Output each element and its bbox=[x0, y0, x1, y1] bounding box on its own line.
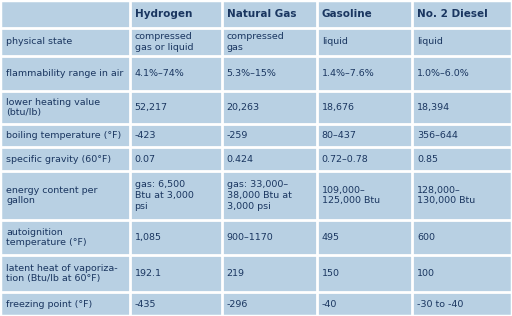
Bar bbox=[412, 171, 512, 220]
Text: 109,000–
125,000 Btu: 109,000– 125,000 Btu bbox=[322, 186, 380, 205]
Text: compressed
gas: compressed gas bbox=[227, 32, 285, 52]
Bar bbox=[317, 171, 412, 220]
Bar bbox=[0, 220, 130, 255]
Bar bbox=[130, 171, 222, 220]
Bar bbox=[0, 0, 130, 28]
Text: 0.72–0.78: 0.72–0.78 bbox=[322, 155, 369, 164]
Text: 219: 219 bbox=[227, 269, 245, 278]
Bar bbox=[317, 220, 412, 255]
Bar bbox=[130, 124, 222, 147]
Bar bbox=[0, 56, 130, 91]
Text: 18,676: 18,676 bbox=[322, 103, 355, 112]
Bar bbox=[412, 0, 512, 28]
Text: 100: 100 bbox=[417, 269, 435, 278]
Text: Gasoline: Gasoline bbox=[322, 9, 373, 19]
Text: 150: 150 bbox=[322, 269, 340, 278]
Text: physical state: physical state bbox=[7, 37, 73, 46]
Bar bbox=[0, 28, 130, 56]
Bar bbox=[222, 255, 317, 292]
Text: No. 2 Diesel: No. 2 Diesel bbox=[417, 9, 488, 19]
Text: compressed
gas or liquid: compressed gas or liquid bbox=[135, 32, 193, 52]
Bar bbox=[222, 28, 317, 56]
Bar bbox=[317, 147, 412, 171]
Bar bbox=[412, 255, 512, 292]
Bar bbox=[130, 220, 222, 255]
Text: Natural Gas: Natural Gas bbox=[227, 9, 296, 19]
Bar bbox=[0, 124, 130, 147]
Bar bbox=[130, 56, 222, 91]
Bar bbox=[412, 220, 512, 255]
Text: specific gravity (60°F): specific gravity (60°F) bbox=[7, 155, 112, 164]
Bar bbox=[130, 91, 222, 124]
Bar bbox=[222, 124, 317, 147]
Text: 128,000–
130,000 Btu: 128,000– 130,000 Btu bbox=[417, 186, 475, 205]
Bar bbox=[0, 147, 130, 171]
Text: lower heating value
(btu/lb): lower heating value (btu/lb) bbox=[7, 98, 101, 117]
Bar bbox=[412, 147, 512, 171]
Text: 18,394: 18,394 bbox=[417, 103, 450, 112]
Text: 495: 495 bbox=[322, 233, 340, 242]
Text: -40: -40 bbox=[322, 300, 337, 309]
Bar bbox=[412, 28, 512, 56]
Text: 20,263: 20,263 bbox=[227, 103, 260, 112]
Bar bbox=[130, 292, 222, 316]
Bar bbox=[222, 171, 317, 220]
Bar bbox=[317, 292, 412, 316]
Bar bbox=[130, 255, 222, 292]
Text: 900–1170: 900–1170 bbox=[227, 233, 273, 242]
Text: latent heat of vaporiza-
tion (Btu/lb at 60°F): latent heat of vaporiza- tion (Btu/lb at… bbox=[7, 264, 118, 283]
Bar bbox=[412, 91, 512, 124]
Text: freezing point (°F): freezing point (°F) bbox=[7, 300, 93, 309]
Text: 1,085: 1,085 bbox=[135, 233, 162, 242]
Text: flammability range in air: flammability range in air bbox=[7, 69, 124, 78]
Text: -423: -423 bbox=[135, 131, 156, 140]
Bar bbox=[222, 147, 317, 171]
Bar bbox=[412, 56, 512, 91]
Text: energy content per
gallon: energy content per gallon bbox=[7, 186, 98, 205]
Text: -435: -435 bbox=[135, 300, 156, 309]
Bar bbox=[0, 292, 130, 316]
Text: 0.85: 0.85 bbox=[417, 155, 438, 164]
Text: 52,217: 52,217 bbox=[135, 103, 167, 112]
Text: gas: 33,000–
38,000 Btu at
3,000 psi: gas: 33,000– 38,000 Btu at 3,000 psi bbox=[227, 180, 292, 211]
Text: 5.3%–15%: 5.3%–15% bbox=[227, 69, 276, 78]
Text: -30 to -40: -30 to -40 bbox=[417, 300, 463, 309]
Bar bbox=[317, 56, 412, 91]
Bar bbox=[130, 0, 222, 28]
Text: autoignition
temperature (°F): autoignition temperature (°F) bbox=[7, 228, 87, 247]
Bar bbox=[317, 124, 412, 147]
Text: 600: 600 bbox=[417, 233, 435, 242]
Text: 0.07: 0.07 bbox=[135, 155, 156, 164]
Text: 0.424: 0.424 bbox=[227, 155, 254, 164]
Bar bbox=[317, 0, 412, 28]
Bar bbox=[222, 91, 317, 124]
Bar bbox=[130, 28, 222, 56]
Text: 192.1: 192.1 bbox=[135, 269, 162, 278]
Bar bbox=[317, 91, 412, 124]
Text: 1.4%–7.6%: 1.4%–7.6% bbox=[322, 69, 374, 78]
Bar bbox=[0, 91, 130, 124]
Bar bbox=[0, 171, 130, 220]
Bar bbox=[222, 56, 317, 91]
Text: -296: -296 bbox=[227, 300, 248, 309]
Text: 80–437: 80–437 bbox=[322, 131, 357, 140]
Bar bbox=[317, 255, 412, 292]
Text: liquid: liquid bbox=[417, 37, 443, 46]
Bar bbox=[412, 292, 512, 316]
Text: Hydrogen: Hydrogen bbox=[135, 9, 192, 19]
Bar bbox=[222, 292, 317, 316]
Bar bbox=[130, 147, 222, 171]
Text: boiling temperature (°F): boiling temperature (°F) bbox=[7, 131, 122, 140]
Bar bbox=[317, 28, 412, 56]
Bar bbox=[0, 255, 130, 292]
Text: 1.0%–6.0%: 1.0%–6.0% bbox=[417, 69, 470, 78]
Text: liquid: liquid bbox=[322, 37, 348, 46]
Text: gas: 6,500
Btu at 3,000
psi: gas: 6,500 Btu at 3,000 psi bbox=[135, 180, 194, 211]
Text: -259: -259 bbox=[227, 131, 248, 140]
Text: 356–644: 356–644 bbox=[417, 131, 458, 140]
Bar bbox=[222, 220, 317, 255]
Bar bbox=[412, 124, 512, 147]
Bar bbox=[222, 0, 317, 28]
Text: 4.1%–74%: 4.1%–74% bbox=[135, 69, 184, 78]
